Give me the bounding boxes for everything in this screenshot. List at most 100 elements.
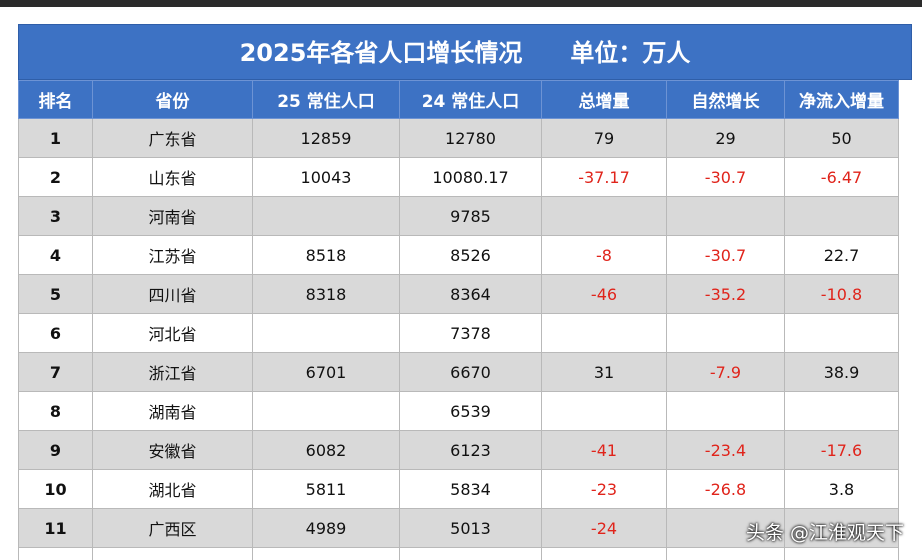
total-cell <box>542 197 667 236</box>
natural-cell: -30.7 <box>667 158 785 197</box>
province-cell: 河北省 <box>93 314 253 353</box>
pop25-cell <box>253 392 400 431</box>
pop24-cell: 6539 <box>400 392 542 431</box>
header-net: 净流入增量 <box>785 81 899 119</box>
pop25-cell <box>253 314 400 353</box>
rank-cell: 2 <box>19 158 93 197</box>
unit-text: 单位：万人 <box>570 39 690 67</box>
net-cell: -6.47 <box>785 158 899 197</box>
natural-cell: -26.8 <box>667 470 785 509</box>
natural-cell: 29 <box>667 119 785 158</box>
pop25-cell: 5811 <box>253 470 400 509</box>
rank-cell: 4 <box>19 236 93 275</box>
net-cell: -17.6 <box>785 431 899 470</box>
rank-cell: 3 <box>19 197 93 236</box>
total-cell: 31 <box>542 353 667 392</box>
pop25-cell: 4989 <box>253 509 400 548</box>
rank-cell: 11 <box>19 509 93 548</box>
province-cell: 广西区 <box>93 509 253 548</box>
total-cell: -23 <box>542 470 667 509</box>
pop24-cell: 6123 <box>400 431 542 470</box>
rank-cell: 10 <box>19 470 93 509</box>
empty-cell <box>667 548 785 560</box>
province-cell: 四川省 <box>93 275 253 314</box>
net-cell: 3.8 <box>785 470 899 509</box>
pop25-cell: 6701 <box>253 353 400 392</box>
province-cell: 浙江省 <box>93 353 253 392</box>
net-cell: -10.8 <box>785 275 899 314</box>
net-cell: 22.7 <box>785 236 899 275</box>
pop24-cell: 8364 <box>400 275 542 314</box>
total-cell: -37.17 <box>542 158 667 197</box>
natural-cell: -30.7 <box>667 236 785 275</box>
province-cell: 安徽省 <box>93 431 253 470</box>
total-cell <box>542 314 667 353</box>
net-cell <box>785 197 899 236</box>
pop24-cell: 10080.17 <box>400 158 542 197</box>
pop24-cell: 8526 <box>400 236 542 275</box>
table-frame: 2025年各省人口增长情况 单位：万人 排名 省份 25 常住人口 24 常住人口… <box>12 7 918 557</box>
total-cell: 79 <box>542 119 667 158</box>
header-natural: 自然增长 <box>667 81 785 119</box>
natural-cell <box>667 392 785 431</box>
header-pop25: 25 常住人口 <box>253 81 400 119</box>
table-row-partial <box>19 548 899 560</box>
province-cell: 江苏省 <box>93 236 253 275</box>
rank-cell: 9 <box>19 431 93 470</box>
empty-cell <box>253 548 400 560</box>
net-cell <box>785 314 899 353</box>
total-cell <box>542 392 667 431</box>
province-cell: 山东省 <box>93 158 253 197</box>
rank-cell: 5 <box>19 275 93 314</box>
total-cell: -46 <box>542 275 667 314</box>
total-cell: -24 <box>542 509 667 548</box>
top-dark-bar <box>0 0 922 7</box>
province-cell: 广东省 <box>93 119 253 158</box>
rank-cell: 8 <box>19 392 93 431</box>
header-total: 总增量 <box>542 81 667 119</box>
province-cell: 湖北省 <box>93 470 253 509</box>
watermark: 头条 @江淮观天下 <box>746 518 904 545</box>
pop25-cell: 8318 <box>253 275 400 314</box>
natural-cell <box>667 314 785 353</box>
pop24-cell: 5834 <box>400 470 542 509</box>
pop24-cell: 7378 <box>400 314 542 353</box>
total-cell: -41 <box>542 431 667 470</box>
pop24-cell: 12780 <box>400 119 542 158</box>
header-row: 排名 省份 25 常住人口 24 常住人口 总增量 自然增长 净流入增量 <box>19 81 899 119</box>
net-cell <box>785 392 899 431</box>
pop24-cell: 9785 <box>400 197 542 236</box>
province-cell: 湖南省 <box>93 392 253 431</box>
natural-cell: -23.4 <box>667 431 785 470</box>
pop25-cell <box>253 197 400 236</box>
empty-cell <box>542 548 667 560</box>
header-pop24: 24 常住人口 <box>400 81 542 119</box>
title-text: 2025年各省人口增长情况 <box>240 39 523 67</box>
natural-cell: -35.2 <box>667 275 785 314</box>
pop24-cell: 5013 <box>400 509 542 548</box>
pop25-cell: 10043 <box>253 158 400 197</box>
empty-cell <box>785 548 899 560</box>
header-rank: 排名 <box>19 81 93 119</box>
empty-cell <box>19 548 93 560</box>
net-cell: 38.9 <box>785 353 899 392</box>
province-cell: 河南省 <box>93 197 253 236</box>
empty-cell <box>400 548 542 560</box>
total-cell: -8 <box>542 236 667 275</box>
rank-cell: 1 <box>19 119 93 158</box>
header-province: 省份 <box>93 81 253 119</box>
rank-cell: 7 <box>19 353 93 392</box>
pop24-cell: 6670 <box>400 353 542 392</box>
pop25-cell: 6082 <box>253 431 400 470</box>
